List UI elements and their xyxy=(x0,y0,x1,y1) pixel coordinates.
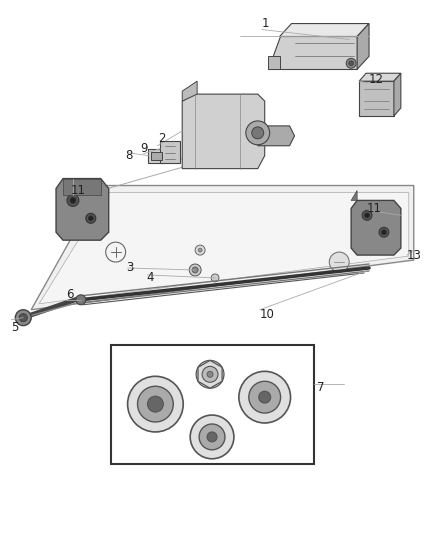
Circle shape xyxy=(259,391,271,403)
Polygon shape xyxy=(63,179,101,196)
Circle shape xyxy=(76,295,86,305)
Circle shape xyxy=(148,396,163,412)
Circle shape xyxy=(239,372,290,423)
Polygon shape xyxy=(359,81,394,116)
Circle shape xyxy=(329,252,349,272)
Text: 3: 3 xyxy=(127,262,134,274)
Circle shape xyxy=(364,213,370,218)
Text: 11: 11 xyxy=(367,202,382,215)
Polygon shape xyxy=(268,36,357,69)
Ellipse shape xyxy=(246,121,270,145)
Circle shape xyxy=(349,61,353,66)
Polygon shape xyxy=(351,190,357,200)
Ellipse shape xyxy=(252,127,264,139)
Circle shape xyxy=(362,211,372,220)
Polygon shape xyxy=(56,179,109,240)
Text: 4: 4 xyxy=(146,271,154,285)
Polygon shape xyxy=(394,73,401,116)
Text: 6: 6 xyxy=(66,288,74,301)
Text: 11: 11 xyxy=(71,184,86,197)
Circle shape xyxy=(190,415,234,459)
Circle shape xyxy=(379,227,389,237)
Polygon shape xyxy=(359,73,401,81)
Text: 8: 8 xyxy=(126,149,133,162)
Polygon shape xyxy=(182,94,265,168)
Polygon shape xyxy=(160,141,180,163)
Circle shape xyxy=(86,213,96,223)
Circle shape xyxy=(15,310,31,326)
Circle shape xyxy=(199,424,225,450)
Text: 2: 2 xyxy=(159,132,166,146)
Polygon shape xyxy=(152,152,162,160)
Polygon shape xyxy=(279,23,369,36)
Circle shape xyxy=(207,432,217,442)
Circle shape xyxy=(195,245,205,255)
Circle shape xyxy=(127,376,183,432)
Circle shape xyxy=(70,197,76,204)
Circle shape xyxy=(67,195,79,206)
Text: 13: 13 xyxy=(407,248,422,262)
Polygon shape xyxy=(39,192,409,304)
Text: 5: 5 xyxy=(11,321,19,334)
Circle shape xyxy=(138,386,173,422)
Polygon shape xyxy=(182,81,197,101)
Polygon shape xyxy=(357,23,369,69)
Circle shape xyxy=(211,274,219,282)
Text: 10: 10 xyxy=(260,308,275,321)
Circle shape xyxy=(381,230,386,235)
Circle shape xyxy=(198,248,202,252)
Circle shape xyxy=(19,314,27,321)
Circle shape xyxy=(207,372,213,377)
Polygon shape xyxy=(268,56,279,69)
Circle shape xyxy=(189,264,201,276)
Circle shape xyxy=(346,58,356,68)
Circle shape xyxy=(192,267,198,273)
Circle shape xyxy=(202,366,218,382)
Polygon shape xyxy=(198,360,222,388)
Circle shape xyxy=(249,381,281,413)
Circle shape xyxy=(88,216,93,221)
Polygon shape xyxy=(351,200,401,255)
FancyBboxPatch shape xyxy=(111,344,314,464)
Text: 9: 9 xyxy=(141,142,148,155)
Text: 7: 7 xyxy=(318,381,325,394)
Text: 12: 12 xyxy=(369,72,384,86)
Polygon shape xyxy=(258,126,294,146)
Polygon shape xyxy=(31,185,414,310)
Polygon shape xyxy=(148,149,165,163)
Circle shape xyxy=(196,360,224,388)
Text: 1: 1 xyxy=(262,17,269,30)
